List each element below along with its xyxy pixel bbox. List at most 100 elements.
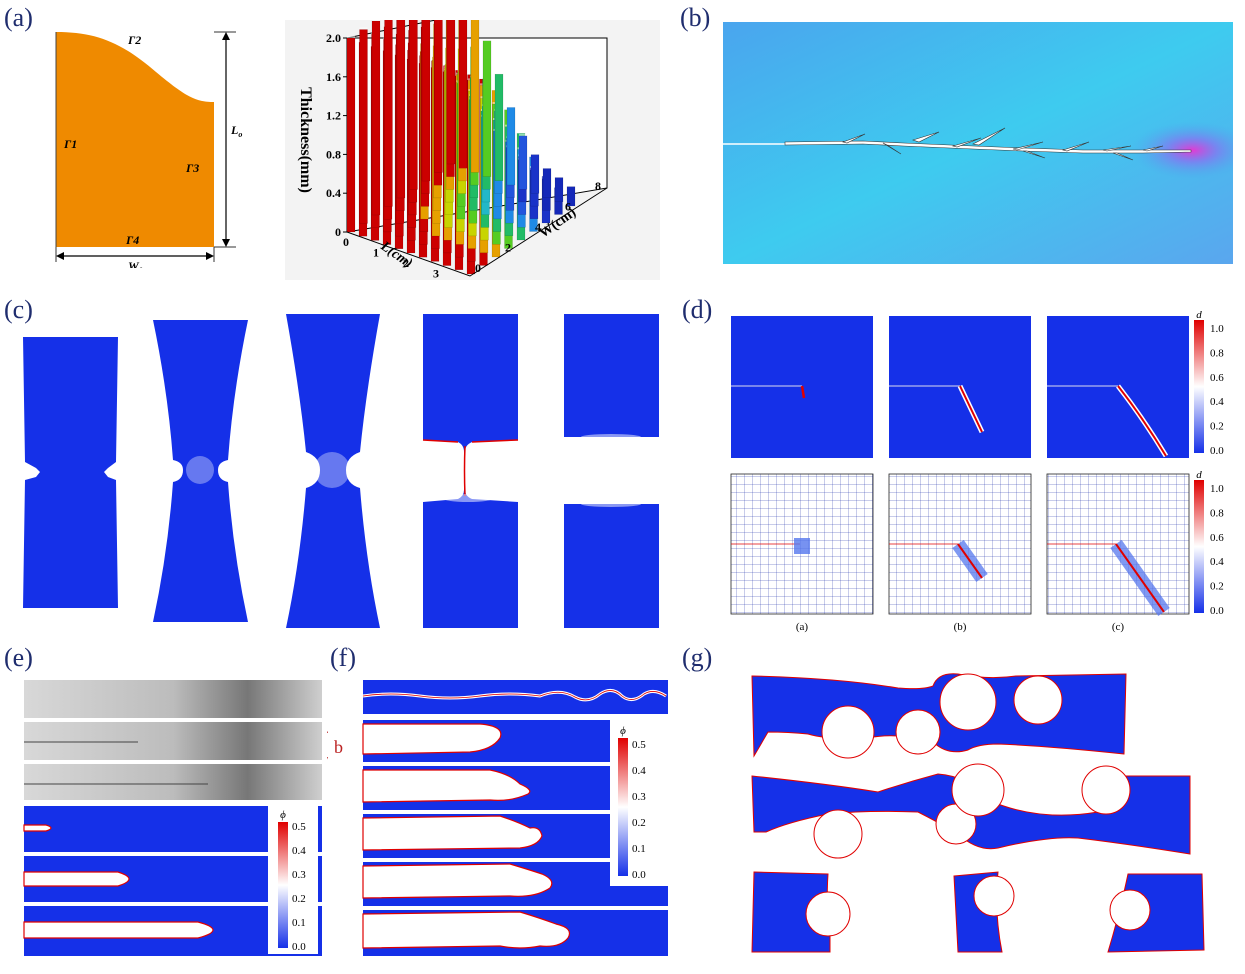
l-ticks: 0 1 2 3 4 <box>343 235 469 280</box>
thickness-bar <box>470 20 480 173</box>
bar-cap <box>483 38 491 41</box>
thickness-bar <box>530 154 540 194</box>
mesh-caption-c: (c) <box>1112 621 1125 633</box>
specimen-5-top <box>564 314 659 437</box>
panel-label-f: (f) <box>330 643 356 672</box>
thickness-bar <box>554 177 564 203</box>
l-tick-label: 4 <box>463 277 469 280</box>
specimen-2 <box>153 320 248 622</box>
l-tick-label: 1 <box>373 246 379 260</box>
colorbar-tick-label: 0.3 <box>292 869 306 881</box>
thickness-bar <box>494 73 504 181</box>
specimen-4 <box>423 314 518 628</box>
colorbar-f-ticks: 0.5 0.4 0.3 0.2 0.1 0.0 <box>632 739 646 881</box>
bar-cap <box>519 133 527 136</box>
w-ticks: 0 2 4 6 8 <box>475 179 601 275</box>
z-tick-label: 0 <box>335 225 341 239</box>
bar-cap <box>507 105 515 108</box>
colorbar-tick-label: 0.4 <box>1210 556 1224 568</box>
bar-cap <box>359 27 368 30</box>
colorbar-tick-label: 1.0 <box>1210 323 1224 335</box>
thickness-bar <box>384 20 393 207</box>
w-tick-label: 0 <box>475 261 481 275</box>
w-tick-label: 8 <box>595 179 601 193</box>
colorbar-tick-label: 0.2 <box>1210 581 1224 593</box>
z-tick-label: 0.8 <box>326 147 341 161</box>
colorbar-tick-label: 0.0 <box>1210 605 1224 617</box>
colorbar-tick-label: 0.0 <box>1210 445 1224 457</box>
domain-sketch: Γ2 Γ1 Γ3 Γ4 Lo W0 <box>55 31 242 268</box>
branching-crack-field <box>723 22 1233 264</box>
colorbar-tick-label: 0.0 <box>292 941 306 953</box>
specimen-1 <box>23 337 118 608</box>
boundary-gamma4: Γ4 <box>125 233 139 247</box>
boundary-gamma3: Γ3 <box>185 161 199 175</box>
experiment-vs-simulation: ϕ 0.5 0.4 0.3 0.2 0.1 0.0 <box>23 680 328 956</box>
z-tick-label: 1.6 <box>326 70 341 84</box>
mesh-caption-a: (a) <box>796 621 809 633</box>
bar-cap <box>517 131 525 134</box>
colorbar-d-top-title: d <box>1196 309 1202 321</box>
colorbar-tick-label: 0.4 <box>632 765 646 777</box>
w-tick-label: 6 <box>565 200 571 214</box>
z-axis-label: Thickness(mm) <box>297 87 314 193</box>
colorbar-tick-label: 1.0 <box>1210 483 1224 495</box>
boundary-gamma1: Γ1 <box>63 137 77 151</box>
thickness-bar <box>396 20 406 199</box>
z-ticks: 0 0.4 0.8 1.2 1.6 2.0 <box>326 31 347 239</box>
width-b-label: b <box>334 737 343 757</box>
l-tick-label: 3 <box>433 267 439 281</box>
mesh-refinement-crack: (a) (b) (c) d 1.0 0.8 0.6 0.4 0.2 0.0 d 1.0 0.… <box>730 309 1224 633</box>
specimen-3 <box>286 314 380 628</box>
z-tick-label: 1.2 <box>326 109 341 123</box>
plate-shape <box>56 32 214 247</box>
thickness-bar <box>446 20 456 165</box>
mesh-row <box>730 473 1190 617</box>
thickness-3d-chart: 0 0.4 0.8 1.2 1.6 2.0 Thickness(mm) 0 1 2 3 4 0 2 4… <box>285 20 660 280</box>
bar-cap <box>347 36 355 38</box>
colorbar-tick-label: 0.2 <box>632 817 646 829</box>
panel-label-a: (a) <box>4 3 33 32</box>
bar-cap <box>495 72 503 75</box>
colorbar-tick-label: 0.0 <box>632 869 646 881</box>
w-tick-label: 2 <box>505 241 511 255</box>
panel-label-e: (e) <box>4 643 33 672</box>
panel-label-g: (g) <box>682 643 713 672</box>
panel-label-b: (b) <box>680 3 711 32</box>
z-tick-label: 0.4 <box>326 186 341 200</box>
thickness-bar <box>458 20 468 169</box>
thickness-bar <box>434 20 443 173</box>
hole-network-fracture <box>751 673 1205 953</box>
bar-cap <box>531 152 539 155</box>
colorbar-e <box>278 822 288 948</box>
thickness-bar <box>346 37 356 233</box>
panel-label-c: (c) <box>4 295 33 324</box>
colorbar-e-ticks: 0.5 0.4 0.3 0.2 0.1 0.0 <box>292 821 306 953</box>
bar-cap <box>372 20 380 21</box>
z-tick-label: 2.0 <box>326 31 341 45</box>
experiment-photos <box>24 680 322 800</box>
bar-group <box>346 20 576 275</box>
bar-cap <box>555 175 563 178</box>
width-label: W0 <box>128 259 143 268</box>
length-label: Lo <box>230 123 242 139</box>
thickness-bar <box>482 40 492 177</box>
colorbar-f-title: ϕ <box>620 725 626 737</box>
colorbar-tick-label: 0.2 <box>1210 421 1224 433</box>
bar-cap <box>543 166 551 169</box>
colorbar-tick-label: 0.4 <box>292 845 306 857</box>
colorbar-f <box>618 738 628 876</box>
colorbar-tick-label: 0.5 <box>292 821 306 833</box>
w-tick-label: 4 <box>535 220 541 234</box>
colorbar-tick-label: 0.1 <box>292 917 306 929</box>
l-tick-label: 0 <box>343 235 349 249</box>
meandering-crack-strips: ϕ 0.5 0.4 0.3 0.2 0.1 0.0 <box>362 680 668 956</box>
thickness-bar <box>506 107 516 186</box>
specimen-5-bottom <box>564 504 659 628</box>
boundary-gamma2: Γ2 <box>127 33 141 47</box>
thickness-bar <box>409 20 418 190</box>
colorbar-tick-label: 0.6 <box>1210 372 1224 384</box>
thickness-bar <box>421 20 431 182</box>
plate-g-top <box>751 673 1127 758</box>
field-row <box>731 316 1189 458</box>
